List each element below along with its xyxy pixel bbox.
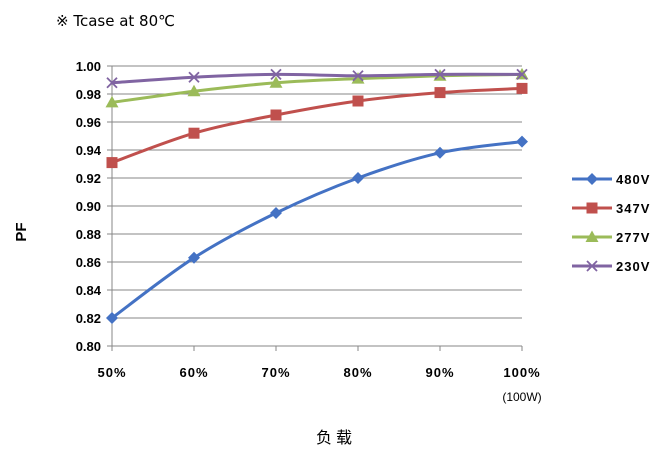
legend-label: 277V [616,230,650,245]
gridlines [112,65,522,319]
y-tick-label: 0.82 [76,311,101,326]
series-line [111,140,523,320]
marker-square [352,95,364,107]
marker-x [586,260,598,272]
marker-square [106,157,118,169]
marker-x [188,71,200,83]
legend: 480V 347V 277V 230V [572,172,650,274]
y-tick-label: 0.96 [76,115,101,130]
y-tick-label: 0.80 [76,339,101,354]
y-tick-label: 0.98 [76,87,101,102]
marker-square [188,127,200,139]
y-tick-label: 0.84 [76,283,102,298]
marker-triangle [105,95,119,108]
x-tick-label: 60% [179,365,208,380]
legend-item-480V: 480V [572,172,650,187]
legend-item-277V: 277V [572,230,650,245]
x-tick-label: 70% [261,365,290,380]
chart-title: ※ Tcase at 80℃ [56,12,175,30]
marker-square [516,82,528,94]
marker-diamond [188,251,200,264]
marker-diamond [352,172,364,184]
series-347V [106,82,528,169]
marker-square [586,202,598,214]
marker-x [352,70,364,82]
marker-triangle [585,230,599,242]
legend-label: 230V [616,259,650,274]
x-tick-label: 50% [97,365,126,380]
y-tick-label: 0.86 [76,255,101,270]
y-tick-label: 0.90 [76,199,101,214]
y-tick-label: 1.00 [76,59,101,74]
x-category-note: (100W) [502,390,541,404]
marker-x [434,68,446,81]
x-tick-label: 90% [425,365,454,380]
marker-triangle [351,72,365,84]
marker-x [516,68,528,81]
x-tick-labels: 50% 60% 70% 80% 90% 100% [97,365,540,380]
y-tick-label: 0.94 [76,143,102,158]
legend-item-230V: 230V [572,259,650,274]
marker-diamond [434,146,446,159]
marker-square [434,87,446,99]
marker-diamond [586,173,598,185]
marker-square [270,109,282,121]
series-line [111,86,523,165]
y-axis-label: PF [13,222,30,241]
y-tick-label: 0.88 [76,227,101,242]
marker-triangle [187,84,201,97]
x-tick-label: 80% [343,365,372,380]
marker-x [270,68,282,81]
y-tick-label: 0.92 [76,171,101,186]
y-tick-labels: 0.80 0.82 0.84 0.86 0.88 0.90 0.92 0.94 0.96 0.98… [76,59,102,354]
marker-x [106,77,118,89]
legend-item-347V: 347V [572,201,650,216]
marker-diamond [516,135,528,148]
series-480V [106,135,528,324]
series-line [111,72,523,85]
marker-diamond [106,312,118,324]
series-230V [106,68,528,89]
x-axis-label: 负载 [316,428,356,447]
legend-label: 347V [616,201,650,216]
x-tick-label: 100% [503,365,540,380]
marker-diamond [270,207,282,219]
marker-triangle [269,76,283,88]
legend-label: 480V [616,172,650,187]
series-lines [105,67,529,324]
